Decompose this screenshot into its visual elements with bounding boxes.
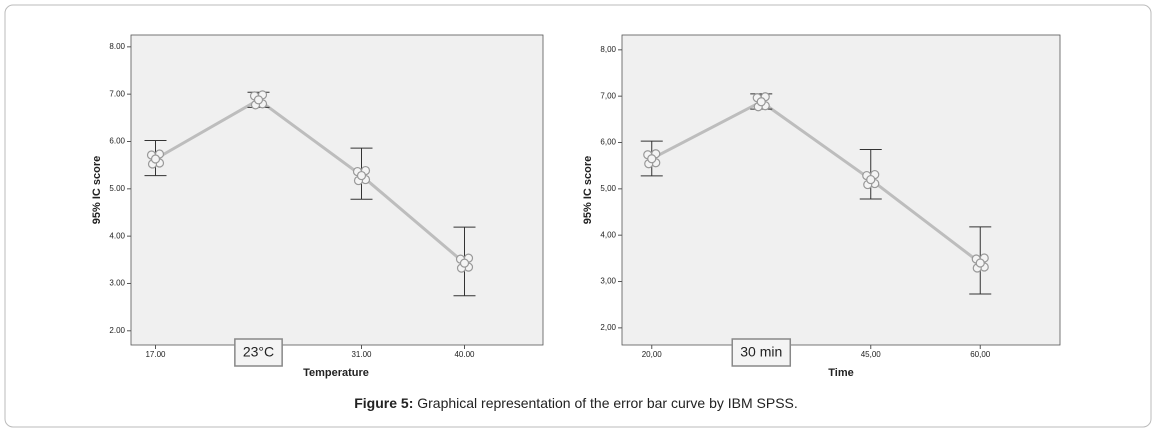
y-tick-label: 7,00 bbox=[600, 91, 616, 100]
y-tick-label: 7.00 bbox=[109, 89, 125, 98]
y-axis-title: 95% IC score bbox=[91, 156, 103, 224]
mean-line bbox=[154, 98, 466, 265]
mean-marker bbox=[756, 97, 766, 107]
annotation: 30 min bbox=[740, 344, 782, 360]
plot-area bbox=[621, 34, 1061, 346]
y-tick-label: 8.00 bbox=[109, 42, 125, 51]
y-tick-label: 6,00 bbox=[600, 138, 616, 147]
y-tick-label: 4,00 bbox=[600, 230, 616, 239]
x-tick-label: 17.00 bbox=[145, 350, 166, 359]
y-tick-label: 5.00 bbox=[109, 184, 125, 193]
mean-marker bbox=[150, 154, 161, 164]
annotation-box bbox=[234, 338, 283, 367]
x-axis-title: Time bbox=[828, 367, 853, 379]
plot-area bbox=[130, 34, 544, 346]
x-tick-label: 45,00 bbox=[861, 350, 882, 359]
y-tick-label: 2,00 bbox=[600, 323, 616, 332]
y-tick-label: 5,00 bbox=[600, 184, 616, 193]
mean-marker bbox=[647, 154, 657, 164]
x-tick-label: 31.00 bbox=[351, 350, 372, 359]
caption-label: Figure 5: bbox=[354, 395, 413, 411]
y-tick-label: 2.00 bbox=[109, 326, 125, 335]
caption-text: Graphical representation of the error ba… bbox=[417, 395, 798, 411]
mean-marker bbox=[459, 258, 470, 268]
mean-marker bbox=[253, 95, 264, 105]
x-tick-label: 40.00 bbox=[454, 350, 475, 359]
mean-line bbox=[651, 99, 982, 265]
x-axis-title: Temperature bbox=[303, 367, 369, 379]
x-tick-label: 60,00 bbox=[970, 350, 991, 359]
y-tick-label: 3,00 bbox=[600, 277, 616, 286]
x-tick-label: 20,00 bbox=[642, 350, 663, 359]
caption: Figure 5: Graphical representation of th… bbox=[354, 395, 798, 411]
mean-marker bbox=[975, 258, 985, 268]
y-tick-label: 4.00 bbox=[109, 231, 125, 240]
mean-marker bbox=[866, 174, 876, 185]
y-axis-title: 95% IC score bbox=[582, 156, 594, 224]
mean-marker bbox=[356, 170, 367, 181]
y-tick-label: 6.00 bbox=[109, 137, 125, 146]
annotation-box bbox=[731, 338, 792, 367]
y-tick-label: 8,00 bbox=[600, 45, 616, 54]
y-tick-label: 3.00 bbox=[109, 279, 125, 288]
annotation: 23°C bbox=[243, 344, 274, 360]
